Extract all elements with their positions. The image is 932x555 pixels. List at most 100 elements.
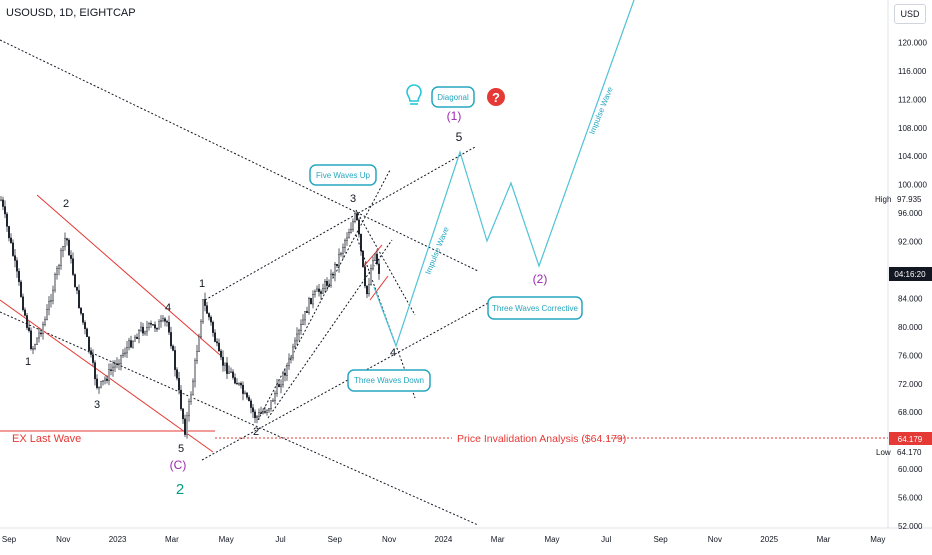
candle-body bbox=[144, 331, 146, 334]
candle-body bbox=[98, 386, 100, 389]
candle-body bbox=[228, 371, 230, 374]
candle-body bbox=[30, 330, 32, 350]
three-waves-down-rect bbox=[347, 369, 431, 392]
diagonal-box[interactable]: Diagonal bbox=[431, 86, 475, 108]
candle-body bbox=[24, 309, 26, 316]
candle-body bbox=[136, 336, 138, 339]
y-tick-label: 100.000 bbox=[898, 181, 927, 190]
invalidation-text: Price Invalidation Analysis ($64.179) bbox=[457, 433, 626, 445]
candle-body bbox=[284, 372, 286, 376]
lightbulb-icon bbox=[406, 84, 422, 105]
candle-body bbox=[94, 362, 96, 380]
high-label: High bbox=[875, 195, 891, 204]
candle-body bbox=[288, 358, 290, 367]
candle-body bbox=[18, 271, 20, 283]
candle-body bbox=[156, 327, 158, 330]
candle-body bbox=[138, 330, 140, 339]
low-label: Low bbox=[876, 448, 891, 457]
candle-body bbox=[4, 206, 6, 215]
candle-body bbox=[122, 353, 124, 356]
candle-body bbox=[14, 255, 16, 261]
candle-body bbox=[92, 354, 94, 363]
red-small-b bbox=[369, 275, 389, 301]
y-tick-label: 68.000 bbox=[898, 408, 923, 417]
low-value: 64.170 bbox=[897, 448, 922, 457]
candle-body bbox=[22, 296, 24, 311]
candle-body bbox=[246, 392, 248, 398]
candle-body bbox=[258, 412, 260, 417]
candle-body bbox=[20, 281, 22, 297]
candle-body bbox=[46, 309, 48, 320]
candle-body bbox=[106, 378, 108, 381]
candle-body bbox=[124, 352, 126, 355]
current-price-value: 04:16:20 bbox=[894, 270, 926, 279]
x-tick-label: Sep bbox=[2, 535, 17, 544]
candle-body bbox=[378, 263, 380, 274]
x-tick-label: May bbox=[219, 535, 234, 544]
candle-body bbox=[214, 332, 216, 342]
five-waves-up-rect bbox=[309, 164, 377, 186]
candle-body bbox=[60, 250, 62, 266]
candle-body bbox=[318, 288, 320, 292]
candles bbox=[0, 195, 380, 439]
candle-body bbox=[110, 369, 112, 371]
candle-body bbox=[262, 411, 264, 414]
candle-body bbox=[118, 363, 120, 365]
ex-last-wave-text: EX Last Wave bbox=[12, 433, 81, 445]
x-tick-label: Sep bbox=[328, 535, 343, 544]
candle-body bbox=[152, 324, 154, 326]
candle-body bbox=[176, 369, 178, 379]
candle-body bbox=[344, 240, 346, 248]
candle-body bbox=[286, 365, 288, 376]
currency-button[interactable]: USD bbox=[894, 4, 926, 24]
candle-body bbox=[96, 378, 98, 388]
red-channel-lower bbox=[0, 299, 214, 453]
y-tick-label: 112.000 bbox=[898, 95, 927, 104]
candle-body bbox=[86, 328, 88, 338]
candle-body bbox=[314, 290, 316, 295]
x-tick-label: May bbox=[544, 535, 559, 544]
candle-body bbox=[282, 372, 284, 386]
x-tick-label: 2024 bbox=[435, 535, 453, 544]
candle-body bbox=[108, 369, 110, 381]
candle-body bbox=[356, 213, 358, 221]
candle-body bbox=[164, 318, 166, 322]
candle-body bbox=[278, 384, 280, 387]
candle-body bbox=[116, 363, 118, 365]
candle-body bbox=[332, 273, 334, 276]
candle-body bbox=[358, 219, 360, 235]
candle-body bbox=[160, 320, 162, 323]
candle-body bbox=[32, 348, 34, 350]
candle-body bbox=[112, 366, 114, 371]
candle-body bbox=[174, 350, 176, 370]
three-waves-corrective-box[interactable]: Three Waves Corrective bbox=[487, 296, 583, 320]
candle-body bbox=[336, 263, 338, 267]
candle-body bbox=[308, 297, 310, 313]
candle-body bbox=[260, 412, 262, 414]
candle-body bbox=[114, 363, 116, 368]
five-waves-up-box[interactable]: Five Waves Up bbox=[309, 164, 377, 186]
candle-body bbox=[270, 400, 272, 409]
candle-body bbox=[304, 311, 306, 321]
candle-body bbox=[130, 340, 132, 348]
candle-body bbox=[276, 384, 278, 394]
candle-body bbox=[320, 291, 322, 294]
channel-lower bbox=[201, 301, 491, 461]
candle-body bbox=[128, 340, 130, 348]
candle-body bbox=[364, 266, 366, 287]
candle-body bbox=[220, 350, 222, 358]
three-waves-down-box[interactable]: Three Waves Down bbox=[347, 369, 431, 392]
candle-body bbox=[238, 382, 240, 385]
wave-label-left-4: 4 bbox=[165, 302, 171, 314]
candle-body bbox=[266, 409, 268, 413]
diagonal-box-rect bbox=[431, 86, 475, 108]
candle-body bbox=[168, 322, 170, 333]
candle-body bbox=[250, 400, 252, 408]
invalidation-marker: 64.179 bbox=[889, 432, 932, 445]
x-tick-label: May bbox=[870, 535, 885, 544]
candle-body bbox=[252, 407, 254, 413]
candle-body bbox=[222, 356, 224, 366]
candle-body bbox=[180, 389, 182, 410]
